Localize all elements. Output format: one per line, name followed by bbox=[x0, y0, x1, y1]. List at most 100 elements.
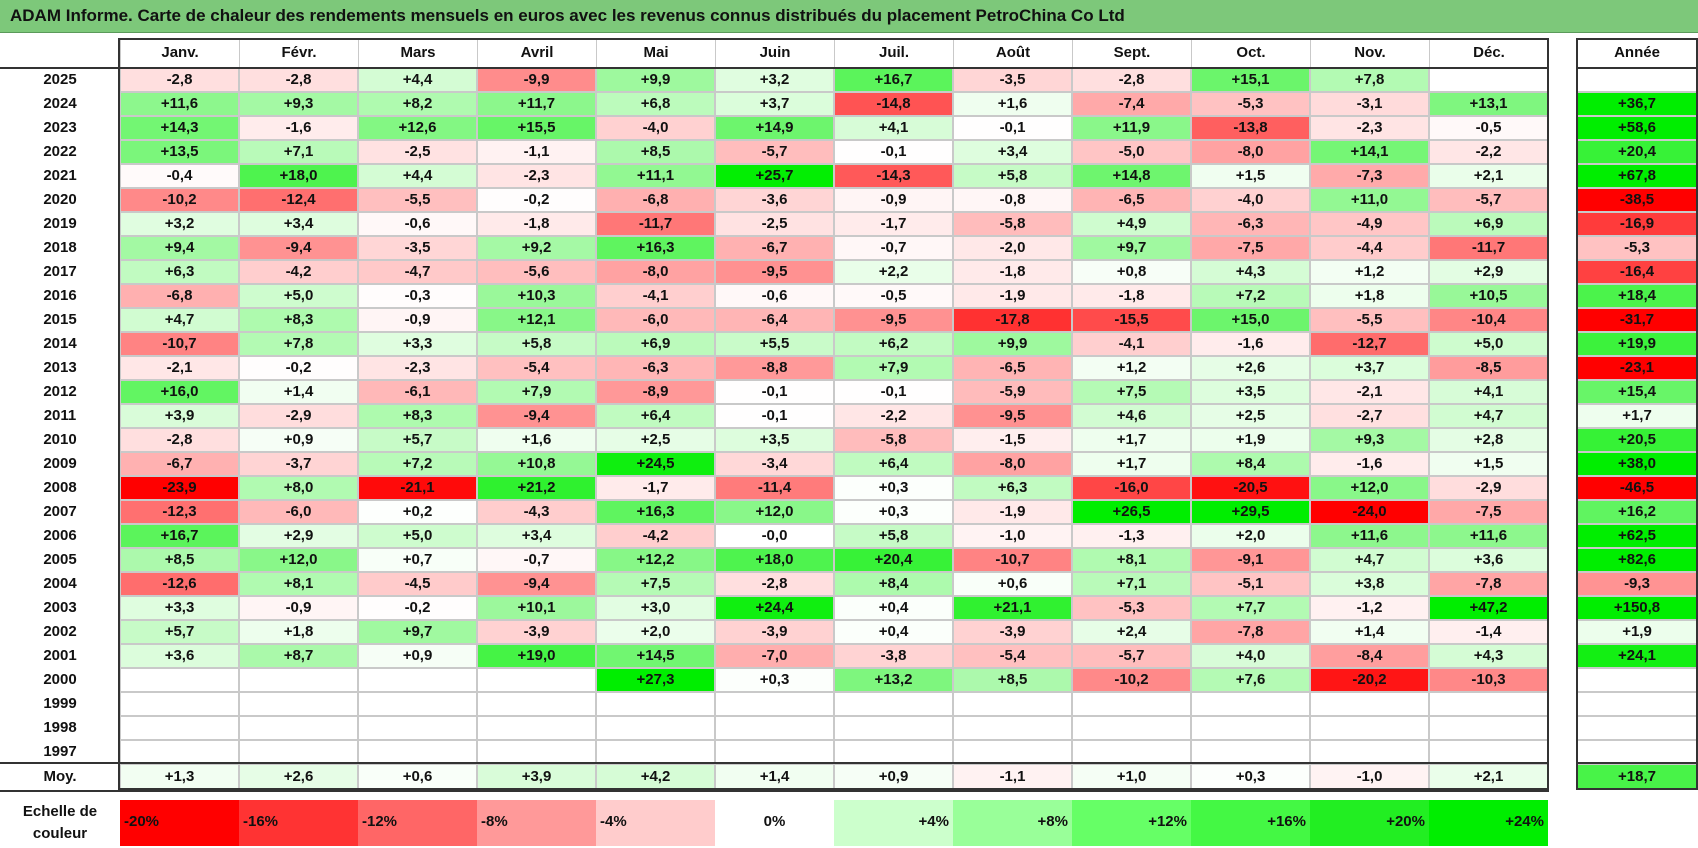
heatmap-cell: +4,7 bbox=[120, 308, 239, 332]
heatmap-cell: -20,5 bbox=[1191, 476, 1310, 500]
annual-cell: -38,5 bbox=[1576, 188, 1698, 212]
heatmap-cell: +2,9 bbox=[1429, 260, 1548, 284]
heatmap-cell: -2,9 bbox=[1429, 476, 1548, 500]
heatmap-cell: -2,2 bbox=[1429, 140, 1548, 164]
annual-cell bbox=[1576, 68, 1698, 92]
heatmap-cell bbox=[477, 740, 596, 764]
heatmap-cell: -8,0 bbox=[1191, 140, 1310, 164]
heatmap-cell: -2,8 bbox=[715, 572, 834, 596]
heatmap-cell: +0,3 bbox=[715, 668, 834, 692]
heatmap-cell: -9,5 bbox=[834, 308, 953, 332]
heatmap-cell: +6,9 bbox=[1429, 212, 1548, 236]
heatmap-cell: -9,5 bbox=[715, 260, 834, 284]
heatmap-cell: +5,8 bbox=[834, 524, 953, 548]
heatmap-cell: -6,7 bbox=[715, 236, 834, 260]
heatmap-cell: -20,2 bbox=[1310, 668, 1429, 692]
heatmap-cell bbox=[358, 668, 477, 692]
year-label: 2024 bbox=[43, 95, 77, 112]
heatmap-cell: +47,2 bbox=[1429, 596, 1548, 620]
month-header: Juin bbox=[715, 38, 834, 68]
heatmap-cell bbox=[715, 692, 834, 716]
heatmap-cell: -0,7 bbox=[477, 548, 596, 572]
annual-cell: +58,6 bbox=[1576, 116, 1698, 140]
heatmap-cell: -0,1 bbox=[715, 380, 834, 404]
heatmap-cell: +9,4 bbox=[120, 236, 239, 260]
heatmap-cell: -10,3 bbox=[1429, 668, 1548, 692]
year-label: 2020 bbox=[43, 191, 77, 208]
heatmap-cell bbox=[834, 692, 953, 716]
heatmap-cell: -4,4 bbox=[1310, 236, 1429, 260]
heatmap-cell: +8,0 bbox=[239, 476, 358, 500]
heatmap-cell: +14,8 bbox=[1072, 164, 1191, 188]
annual-cell: +150,8 bbox=[1576, 596, 1698, 620]
year-label: 1999 bbox=[43, 695, 77, 712]
year-label: 2005 bbox=[43, 551, 77, 568]
heatmap-cell: -6,5 bbox=[1072, 188, 1191, 212]
heatmap-cell: +6,4 bbox=[596, 404, 715, 428]
heatmap-cell: +12,6 bbox=[358, 116, 477, 140]
heatmap-cell: -1,5 bbox=[953, 428, 1072, 452]
year-label: 2019 bbox=[43, 215, 77, 232]
heatmap-cell: -0,2 bbox=[358, 596, 477, 620]
heatmap-cell: +6,3 bbox=[953, 476, 1072, 500]
heatmap-cell: +3,3 bbox=[120, 596, 239, 620]
heatmap-cell bbox=[358, 740, 477, 764]
heatmap-cell bbox=[1072, 740, 1191, 764]
heatmap-cell: -0,9 bbox=[358, 308, 477, 332]
annual-cell bbox=[1576, 668, 1698, 692]
year-label: 2013 bbox=[43, 359, 77, 376]
heatmap-cell: -12,4 bbox=[239, 188, 358, 212]
heatmap-cell: -2,3 bbox=[477, 164, 596, 188]
heatmap-cell bbox=[1310, 740, 1429, 764]
heatmap-cell: -2,9 bbox=[239, 404, 358, 428]
heatmap-cell: -1,2 bbox=[1310, 596, 1429, 620]
heatmap-cell bbox=[477, 692, 596, 716]
year-label: 2001 bbox=[43, 647, 77, 664]
heatmap-cell: -4,9 bbox=[1310, 212, 1429, 236]
heatmap-cell: +6,9 bbox=[596, 332, 715, 356]
heatmap-cell: +1,7 bbox=[1072, 428, 1191, 452]
color-scale-stop: +24% bbox=[1429, 800, 1548, 846]
heatmap-cell: -5,6 bbox=[477, 260, 596, 284]
heatmap-cell: +8,4 bbox=[834, 572, 953, 596]
heatmap-cell: +10,5 bbox=[1429, 284, 1548, 308]
heatmap-cell: +9,3 bbox=[239, 92, 358, 116]
heatmap-cell bbox=[1429, 692, 1548, 716]
heatmap-cell: -9,5 bbox=[953, 404, 1072, 428]
year-label: 2016 bbox=[43, 287, 77, 304]
heatmap-cell: +21,2 bbox=[477, 476, 596, 500]
heatmap-cell: +4,1 bbox=[1429, 380, 1548, 404]
heatmap-cell: -5,3 bbox=[1191, 92, 1310, 116]
heatmap-cell: -0,6 bbox=[358, 212, 477, 236]
heatmap-cell: -3,6 bbox=[715, 188, 834, 212]
report-title: ADAM Informe. Carte de chaleur des rende… bbox=[10, 6, 1125, 25]
heatmap-cell: -5,4 bbox=[477, 356, 596, 380]
heatmap-cell: +26,5 bbox=[1072, 500, 1191, 524]
heatmap-cell: +0,3 bbox=[834, 500, 953, 524]
heatmap-cell: -0,5 bbox=[1429, 116, 1548, 140]
annual-cell: +82,6 bbox=[1576, 548, 1698, 572]
heatmap-cell: +4,9 bbox=[1072, 212, 1191, 236]
heatmap-cell: +7,6 bbox=[1191, 668, 1310, 692]
year-label: 2014 bbox=[43, 335, 77, 352]
heatmap-cell: +7,9 bbox=[834, 356, 953, 380]
annual-cell: -46,5 bbox=[1576, 476, 1698, 500]
heatmap-cell: -24,0 bbox=[1310, 500, 1429, 524]
heatmap-cell: -1,8 bbox=[477, 212, 596, 236]
month-header: Août bbox=[953, 38, 1072, 68]
heatmap-cell: +13,1 bbox=[1429, 92, 1548, 116]
year-label: 2010 bbox=[43, 431, 77, 448]
heatmap-cell: +0,3 bbox=[834, 476, 953, 500]
annual-cell: +18,4 bbox=[1576, 284, 1698, 308]
heatmap-cell: -4,1 bbox=[1072, 332, 1191, 356]
heatmap-cell: -4,0 bbox=[1191, 188, 1310, 212]
heatmap-cell: +5,5 bbox=[715, 332, 834, 356]
heatmap-cell: +4,4 bbox=[358, 68, 477, 92]
heatmap-cell: -0,3 bbox=[358, 284, 477, 308]
heatmap-cell: +8,3 bbox=[358, 404, 477, 428]
heatmap-cell: +14,9 bbox=[715, 116, 834, 140]
heatmap-cell: -0,1 bbox=[953, 116, 1072, 140]
heatmap-cell: +1,2 bbox=[1310, 260, 1429, 284]
month-header: Févr. bbox=[239, 38, 358, 68]
